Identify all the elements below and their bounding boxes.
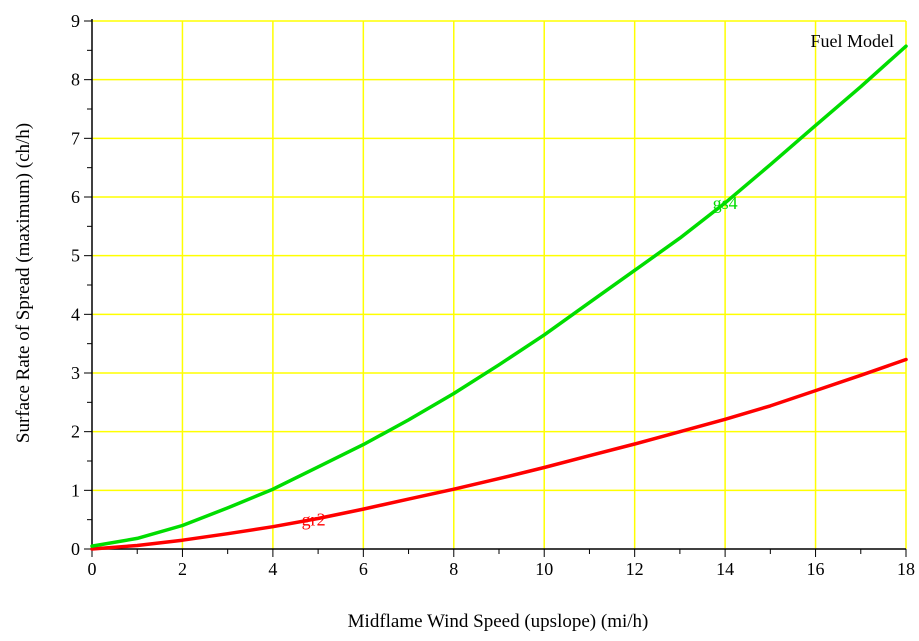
x-tick-label: 0: [88, 559, 97, 579]
y-tick-label: 7: [71, 128, 80, 148]
plot-frame: [91, 19, 906, 550]
series-lines: gr2 gs4: [90, 44, 908, 551]
grid-lines: [92, 20, 907, 549]
y-tick-label: 3: [71, 363, 80, 383]
series-label-gr2: gr2: [302, 509, 326, 529]
series-line-gs4: [90, 44, 908, 548]
x-tick-label: 10: [535, 559, 553, 579]
legend-title: Fuel Model: [811, 31, 895, 51]
x-tick-label: 16: [807, 559, 825, 579]
axis-ticks: [84, 20, 907, 557]
series-label-gs4: gs4: [713, 193, 738, 213]
y-tick-label: 1: [71, 480, 80, 500]
x-tick-label: 14: [716, 559, 734, 579]
x-tick-label: 2: [178, 559, 187, 579]
series-line-gr2: [90, 357, 908, 551]
y-tick-label: 4: [71, 304, 80, 324]
y-tick-label: 6: [71, 187, 80, 207]
x-tick-label: 4: [268, 559, 277, 579]
y-tick-label: 8: [71, 70, 80, 90]
x-tick-label: 8: [449, 559, 458, 579]
y-tick-label: 5: [71, 246, 80, 266]
y-tick-label: 2: [71, 422, 80, 442]
x-tick-label: 12: [626, 559, 644, 579]
y-tick-label: 0: [71, 539, 80, 559]
y-axis-title: Surface Rate of Spread (maximum) (ch/h): [13, 123, 34, 443]
y-tick-label: 9: [71, 11, 80, 31]
x-axis-title: Midflame Wind Speed (upslope) (mi/h): [348, 611, 649, 632]
x-tick-label: 6: [359, 559, 368, 579]
x-tick-label: 18: [897, 559, 915, 579]
